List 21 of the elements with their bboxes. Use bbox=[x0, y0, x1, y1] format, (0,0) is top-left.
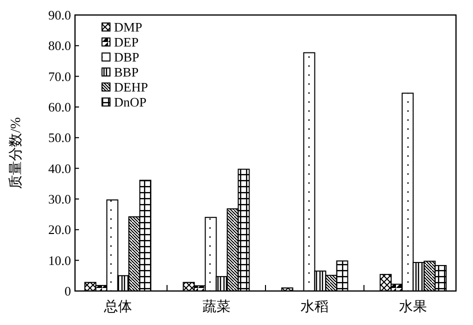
y-tick-label: 80.0 bbox=[48, 38, 71, 54]
x-tick-label: 总体 bbox=[102, 299, 132, 315]
legend-label: DnOP bbox=[114, 94, 147, 110]
y-tick-label: 30.0 bbox=[48, 192, 71, 207]
legend-label: DEP bbox=[114, 34, 139, 50]
y-tick-label: 70.0 bbox=[48, 68, 71, 84]
x-tick-label: 蔬菜 bbox=[202, 299, 230, 315]
y-tick-label: 90.0 bbox=[48, 8, 71, 23]
legend-label: DMP bbox=[114, 20, 142, 35]
y-tick-label: 20.0 bbox=[48, 222, 71, 238]
legend-label: DEHP bbox=[114, 80, 148, 95]
legend-label: BBP bbox=[114, 64, 139, 80]
y-axis-title: 质量分数/% bbox=[8, 116, 24, 189]
y-tick-label: 60.0 bbox=[48, 100, 71, 115]
x-tick-label: 水果 bbox=[399, 299, 428, 315]
y-tick-label: 40.0 bbox=[48, 160, 71, 176]
x-tick-label: 水稻 bbox=[300, 299, 329, 315]
y-tick-label: 0 bbox=[64, 284, 71, 299]
y-tick-label: 10.0 bbox=[48, 252, 71, 268]
y-tick-label: 50.0 bbox=[48, 130, 71, 146]
legend-label: DBP bbox=[114, 50, 140, 65]
